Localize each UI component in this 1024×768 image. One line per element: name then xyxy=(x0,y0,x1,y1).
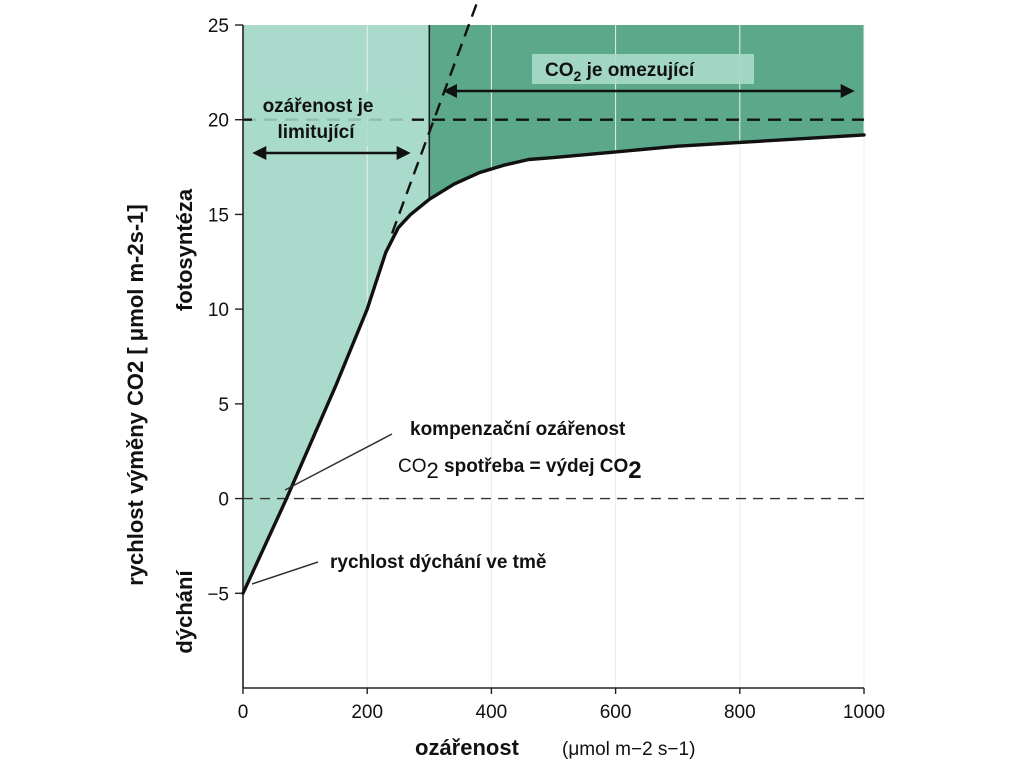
guide-layer xyxy=(243,0,864,500)
annotation-compensation-line2: CO2 spotřeba = výdej CO2 xyxy=(398,456,642,484)
x-axis-label-group: ozářenost (μmol m−2 s−1) xyxy=(415,735,695,760)
annotation-co2-limited-bg xyxy=(532,54,754,84)
y-tick-label: 5 xyxy=(218,395,229,416)
annotation-dark-respiration-text: rychlost dýchání ve tmě xyxy=(330,552,546,573)
annotation-compensation-co: CO xyxy=(398,456,427,477)
y-tick-label: 0 xyxy=(218,490,229,511)
co2-limited-arrow-head-left xyxy=(442,84,457,98)
annotation-co2-limited-co: CO xyxy=(545,60,574,81)
light-limited-arrow-head-left xyxy=(252,146,267,160)
annotation-compensation: kompenzační ozářenost CO2 spotřeba = výd… xyxy=(284,419,642,491)
y-axis-label: rychlost výměny CO2 [ μmol m-2s-1] xyxy=(123,204,148,585)
x-tick-label: 800 xyxy=(724,702,756,723)
y-axis-label-respiration: dýchání xyxy=(172,570,197,654)
annotation-light-limited: ozářenost je limitující xyxy=(252,92,412,146)
annotation-light-limited-line2: limitující xyxy=(277,122,355,143)
annotation-light-limited-line1: ozářenost je xyxy=(263,96,374,117)
arrow-layer xyxy=(252,84,855,160)
y-tick-label: 20 xyxy=(208,111,229,132)
annotation-co2-limited-rest: je omezující xyxy=(581,60,695,81)
region-below-curve xyxy=(286,134,865,499)
axes-layer xyxy=(242,25,864,689)
photosynthesis-curve xyxy=(241,133,866,595)
annotation-dark-respiration-leader xyxy=(251,561,319,585)
annotation-co2-limited-sub: 2 xyxy=(574,68,582,84)
y-tick-label: 10 xyxy=(208,300,229,321)
y-tick-label: −5 xyxy=(207,584,229,605)
curve-layer xyxy=(241,133,866,595)
y-tick-label: 25 xyxy=(208,16,229,37)
annotation-compensation-line1: kompenzační ozářenost xyxy=(410,419,626,440)
annotation-co2-limited: CO2 je omezující xyxy=(532,54,754,84)
annotation-compensation-mid: spotřeba = výdej CO xyxy=(439,456,629,477)
annotation-compensation-sub-b: 2 xyxy=(628,457,641,484)
x-axis-unit: (μmol m−2 s−1) xyxy=(562,739,695,760)
x-tick-label: 0 xyxy=(238,702,249,723)
x-tick-label: 200 xyxy=(351,702,383,723)
x-tick-label: 600 xyxy=(600,702,632,723)
tick-layer: −5 0 5 10 15 20 25 0 200 400 600 800 1000 xyxy=(207,16,885,723)
light-limited-arrow-head-right xyxy=(396,146,411,160)
x-axis-label: ozářenost xyxy=(415,735,520,760)
x-tick-label: 1000 xyxy=(843,702,885,723)
annotation-dark-respiration: rychlost dýchání ve tmě xyxy=(251,552,546,585)
annotation-light-limited-bg xyxy=(252,92,412,146)
y-tick-label: 15 xyxy=(208,205,229,226)
x-tick-label: 400 xyxy=(476,702,508,723)
co2-limited-arrow-head-right xyxy=(840,84,855,98)
y-axis-label-photosynthesis: fotosyntéza xyxy=(172,188,197,311)
annotation-compensation-leader xyxy=(284,433,393,491)
annotation-co2-limited-text: CO2 je omezující xyxy=(545,60,695,84)
annotation-compensation-sub-a: 2 xyxy=(427,458,439,483)
